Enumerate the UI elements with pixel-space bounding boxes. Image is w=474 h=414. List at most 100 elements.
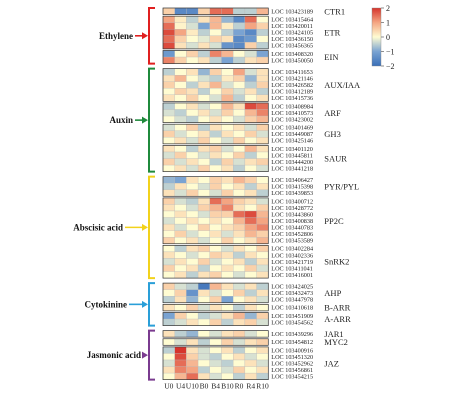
heatmap-cell [256, 372, 269, 380]
heatmap-cell [244, 88, 257, 95]
row-label: LOC 103432473 [271, 290, 313, 297]
heatmap-cell [256, 109, 269, 117]
colorbar [371, 7, 382, 67]
row-label: LOC 103441218 [271, 165, 313, 172]
category-arrow-head [142, 223, 148, 231]
heatmap-cell [256, 197, 269, 205]
heatmap-cell [162, 230, 175, 238]
heatmap-cell [197, 68, 210, 76]
heatmap-cell [209, 353, 222, 361]
heatmap-cell [186, 210, 199, 218]
heatmap-cell [256, 318, 269, 326]
row-label: LOC 103447978 [271, 297, 313, 304]
heatmap-cell [221, 56, 234, 64]
column-label: U4 [176, 382, 185, 391]
heatmap-cell [256, 145, 269, 153]
heatmap-cell [197, 217, 210, 225]
heatmap-cell [233, 158, 246, 166]
heatmap-cell [221, 204, 234, 212]
heatmap-cell [174, 115, 187, 123]
heatmap-cell [221, 115, 234, 123]
colorbar-tick-label: 0 [386, 33, 390, 42]
heatmap-cell [186, 176, 199, 184]
heatmap-cell [244, 289, 257, 297]
heatmap-cell [244, 210, 257, 218]
heatmap-cell [209, 94, 222, 102]
heatmap-cell [256, 230, 269, 238]
heatmap-cell [256, 271, 269, 279]
heatmap-cell [197, 245, 210, 253]
heatmap-cell [244, 366, 257, 374]
heatmap-cell [162, 338, 175, 346]
heatmap-cell [209, 115, 222, 123]
heatmap-cell [197, 346, 210, 354]
heatmap-cell [162, 124, 175, 131]
heatmap-cell [244, 35, 257, 43]
gene-group-frame [162, 68, 269, 102]
heatmap-cell [162, 94, 175, 102]
heatmap-cell [174, 94, 187, 102]
heatmap-cell [221, 197, 234, 205]
heatmap-cell [162, 145, 175, 153]
heatmap-cell [221, 330, 234, 338]
row-label: LOC 103416001 [271, 272, 313, 279]
heatmap-cell [174, 176, 187, 184]
heatmap-cell [244, 245, 257, 253]
heatmap-cell [186, 204, 199, 212]
gene-family-label: AHP [324, 288, 341, 298]
heatmap-cell [174, 217, 187, 225]
heatmap-cell [209, 223, 222, 231]
heatmap-cell [256, 204, 269, 212]
heatmap-cell [209, 312, 222, 320]
heatmap-cell [186, 237, 199, 244]
heatmap-cell [186, 258, 199, 266]
row-label: LOC 103423002 [271, 116, 313, 123]
heatmap-cell [162, 237, 175, 244]
heatmap-cell [221, 264, 234, 272]
heatmap-cell [209, 124, 222, 131]
heatmap-cell [186, 304, 199, 312]
heatmap-cell [256, 15, 269, 23]
heatmap-cell [186, 296, 199, 303]
heatmap-cell [197, 289, 210, 297]
heatmap-cell [221, 318, 234, 326]
heatmap-cell [174, 223, 187, 231]
heatmap-cell [174, 68, 187, 76]
gene-family-label: ETR [324, 28, 340, 38]
heatmap-cell [209, 158, 222, 166]
heatmap-cell [209, 35, 222, 43]
heatmap-cell [233, 88, 246, 95]
heatmap-cell [256, 50, 269, 58]
heatmap-cell [197, 115, 210, 123]
heatmap-cell [256, 223, 269, 231]
heatmap-cell [256, 189, 269, 197]
gene-group-frame [162, 304, 269, 312]
heatmap-cell [244, 251, 257, 259]
heatmap-cell [162, 312, 175, 320]
heatmap-cell [244, 22, 257, 30]
column-label: R10 [256, 382, 269, 391]
heatmap-cell [256, 353, 269, 361]
heatmap-cell [174, 137, 187, 145]
heatmap-cell [233, 109, 246, 117]
heatmap-cell [244, 164, 257, 172]
row-label: LOC 103445811 [271, 152, 313, 159]
gene-group-frame [162, 312, 269, 326]
heatmap-cell [186, 130, 199, 138]
heatmap-cell [197, 330, 210, 338]
heatmap-cell [256, 296, 269, 303]
heatmap-cell [197, 197, 210, 205]
heatmap-cell [162, 50, 175, 58]
row-label: LOC 103411041 [271, 265, 313, 272]
heatmap-cell [209, 130, 222, 138]
heatmap-cell [244, 338, 257, 346]
gene-family-label: GH3 [324, 129, 341, 139]
row-label: LOC 103410573 [271, 110, 313, 117]
heatmap-cell [197, 15, 210, 23]
category-label: Abscisic acid [73, 222, 123, 232]
heatmap-cell [186, 197, 199, 205]
row-label: LOC 103454215 [271, 373, 313, 380]
gene-family-label: SAUR [324, 154, 347, 164]
heatmap-cell [174, 330, 187, 338]
heatmap-cell [162, 102, 175, 110]
